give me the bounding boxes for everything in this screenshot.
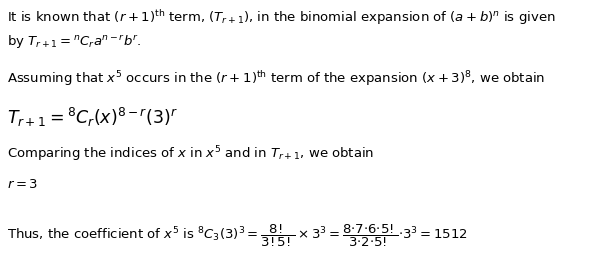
Text: by $T_{r+1} = {}^{n}C_{r}a^{n-r}b^{r}$.: by $T_{r+1} = {}^{n}C_{r}a^{n-r}b^{r}$. <box>7 33 141 51</box>
Text: It is known that $(r + 1)^{\mathrm{th}}$ term, $(T_{r+1})$, in the binomial expa: It is known that $(r + 1)^{\mathrm{th}}$… <box>7 8 556 27</box>
Text: $T_{r+1} = {}^{8}C_{r}(x)^{8-r}(3)^{r}$: $T_{r+1} = {}^{8}C_{r}(x)^{8-r}(3)^{r}$ <box>7 106 178 130</box>
Text: Thus, the coefficient of $x^5$ is ${}^{8}C_{3}(3)^{3} = \dfrac{8!}{3!5!}\times3^: Thus, the coefficient of $x^5$ is ${}^{8… <box>7 223 468 249</box>
Text: Assuming that $x^5$ occurs in the $(r + 1)^{\mathrm{th}}$ term of the expansion : Assuming that $x^5$ occurs in the $(r + … <box>7 69 546 88</box>
Text: $r = 3$: $r = 3$ <box>7 178 38 191</box>
Text: Comparing the indices of $x$ in $x^5$ and in $T_{r+1}$, we obtain: Comparing the indices of $x$ in $x^5$ an… <box>7 145 374 164</box>
